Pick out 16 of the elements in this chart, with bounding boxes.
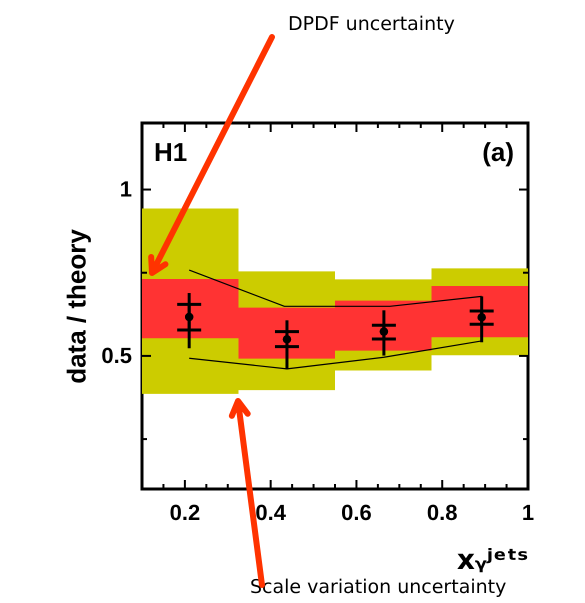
point (477, 313, 486, 322)
x-tick-label: 0.8 (426, 500, 458, 525)
x-tick-label: 0.4 (255, 500, 287, 525)
point (184, 312, 194, 322)
x-tick-label: 0.2 (170, 500, 200, 525)
x-axis-title: xᵧʲᵉᵗˢ (456, 543, 528, 576)
x-tick-label: 1 (522, 500, 534, 525)
point (380, 327, 388, 336)
point (282, 335, 292, 344)
x-tick-label: 0.6 (341, 500, 372, 525)
y-axis-title: data / theory (62, 228, 92, 384)
annotation: H1 (154, 137, 188, 167)
text: Scale variation uncertainty (250, 576, 506, 598)
text: DPDF uncertainty (288, 13, 455, 35)
annotation: (a) (482, 137, 514, 167)
y-tick-label: 0.5 (101, 342, 132, 368)
